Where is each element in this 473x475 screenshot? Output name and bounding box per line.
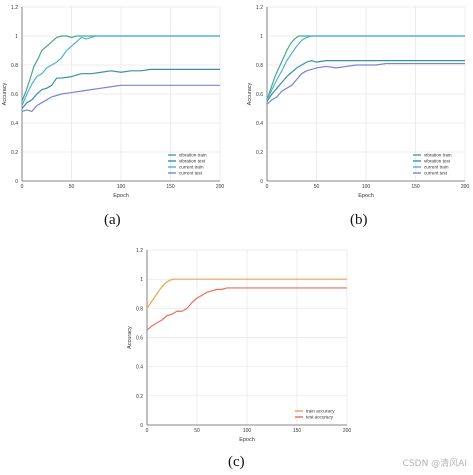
caption-a: (a) <box>104 212 121 228</box>
y-tick-label: 0.8 <box>256 63 263 69</box>
legend-label: current train <box>179 165 204 170</box>
legend-label: current test <box>424 171 448 176</box>
y-tick-label: 0 <box>260 179 263 185</box>
chart-panel-b: 0 0.2 0.4 0.6 0.8 1 1.2 0 50 100 150 200 Epoch Accura… <box>236 0 473 234</box>
y-tick-label: 0.2 <box>256 150 263 156</box>
chart-c: 0 0.2 0.4 0.6 0.8 1 1.2 0 50 100 150 200 Epoch Accura… <box>127 248 352 443</box>
legend-label: vibration test <box>179 159 206 164</box>
x-tick-label: 100 <box>117 184 126 190</box>
x-tick-label: 0 <box>266 184 269 190</box>
legend-label: vibration train <box>179 153 207 158</box>
x-axis-label: Epoch <box>358 193 374 199</box>
y-tick-label: 0.2 <box>11 150 18 156</box>
series-line <box>266 35 465 101</box>
x-tick-label: 150 <box>166 184 175 190</box>
y-tick-label: 0.6 <box>136 336 143 342</box>
y-tick-label: 0 <box>140 423 143 429</box>
y-axis-label: Accuracy <box>247 82 253 105</box>
y-tick-label: 0.4 <box>256 121 263 127</box>
x-tick-label: 50 <box>69 184 75 190</box>
y-tick-label: 1 <box>260 34 263 40</box>
x-tick-label: 0 <box>21 184 24 190</box>
series-line <box>21 35 220 102</box>
caption-b: (b) <box>350 212 368 228</box>
series-line <box>266 62 465 105</box>
watermark: CSDN @清风AI <box>402 459 467 469</box>
legend-label: test accuracy <box>306 415 334 420</box>
chart-panel-a: 0 0.2 0.4 0.6 0.8 1 1.2 0 50 100 150 200 Epoch Accura… <box>0 0 236 234</box>
series-line <box>21 84 220 113</box>
x-tick-label: 50 <box>194 428 200 434</box>
legend-label: vibration train <box>424 153 452 158</box>
y-tick-label: 0.4 <box>136 365 143 371</box>
y-axis-label: Accuracy <box>127 326 133 349</box>
x-axis-label: Epoch <box>239 437 255 443</box>
legend-label: vibration test <box>424 159 451 164</box>
series-line <box>146 278 347 309</box>
x-tick-label: 150 <box>411 184 420 190</box>
series-line <box>266 35 465 100</box>
y-tick-label: 1.2 <box>256 5 263 11</box>
x-tick-label: 150 <box>293 428 302 434</box>
y-tick-label: 1 <box>140 277 143 283</box>
chart-b: 0 0.2 0.4 0.6 0.8 1 1.2 0 50 100 150 200 Epoch Accura… <box>247 5 470 199</box>
x-tick-label: 100 <box>243 428 252 434</box>
y-tick-label: 0.8 <box>136 306 143 312</box>
chart-panel-c: 0 0.2 0.4 0.6 0.8 1 1.2 0 50 100 150 200 Epoch Accura… <box>118 240 355 475</box>
y-tick-label: 1 <box>15 34 18 40</box>
y-tick-label: 1.2 <box>136 248 143 254</box>
series-line <box>266 60 465 102</box>
series-line <box>21 68 220 109</box>
chart-a: 0 0.2 0.4 0.6 0.8 1 1.2 0 50 100 150 200 Epoch Accura… <box>2 5 225 199</box>
x-tick-label: 50 <box>314 184 320 190</box>
y-tick-label: 0.6 <box>11 92 18 98</box>
y-tick-label: 0.8 <box>11 63 18 69</box>
x-axis-label: Epoch <box>113 193 129 199</box>
x-tick-label: 200 <box>343 428 352 434</box>
y-tick-label: 0 <box>15 179 18 185</box>
legend-label: current train <box>424 165 449 170</box>
legend-label: train accuracy <box>306 409 335 414</box>
x-tick-label: 200 <box>216 184 225 190</box>
caption-c: (c) <box>228 454 245 470</box>
series-line <box>21 35 220 106</box>
legend-label: current test <box>179 171 203 176</box>
series-line <box>146 287 347 331</box>
y-tick-label: 1.2 <box>11 5 18 11</box>
x-tick-label: 200 <box>461 184 470 190</box>
y-tick-label: 0.4 <box>11 121 18 127</box>
y-tick-label: 0.6 <box>256 92 263 98</box>
x-tick-label: 100 <box>362 184 371 190</box>
x-tick-label: 0 <box>146 428 149 434</box>
y-tick-label: 0.2 <box>136 394 143 400</box>
y-axis-label: Accuracy <box>2 82 8 105</box>
